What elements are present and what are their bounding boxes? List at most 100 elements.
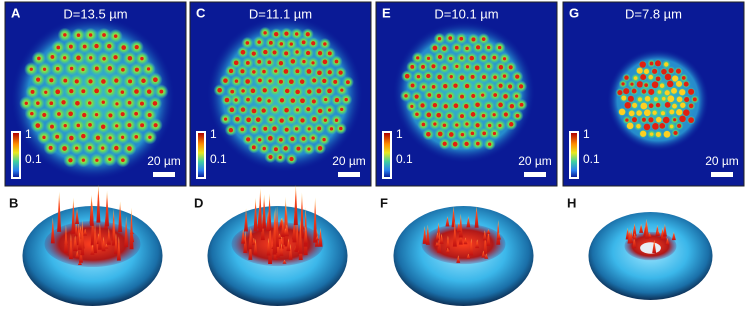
spot-core <box>498 102 503 108</box>
spot-core <box>442 46 447 51</box>
surface-peak <box>497 232 502 240</box>
spot-core <box>683 109 690 116</box>
spot-core <box>427 93 432 97</box>
spot-core <box>492 131 497 136</box>
spot-core <box>475 102 480 108</box>
spot-core <box>306 107 311 112</box>
spot-core <box>486 104 491 108</box>
image-panel: G D=7.8 µm 1 0.1 20 µm <box>562 1 745 187</box>
spot-core <box>306 69 312 74</box>
spot-core <box>681 75 686 80</box>
scale-bar-label: 20 µm <box>332 154 366 168</box>
spot-core <box>470 112 476 117</box>
spot-core <box>299 79 305 84</box>
spot-core <box>134 111 139 116</box>
spot-core <box>289 42 293 46</box>
surface-peak <box>632 233 637 240</box>
spot-core <box>334 59 339 64</box>
spot-core <box>69 89 74 94</box>
spot-core <box>453 103 459 109</box>
spot-core <box>442 65 447 70</box>
spot-core <box>30 111 34 116</box>
spot-core <box>627 95 634 102</box>
spot-core <box>302 59 306 64</box>
spot-core <box>305 50 311 56</box>
spot-core <box>442 123 447 128</box>
spot-core <box>655 102 661 108</box>
surface-peak <box>111 220 116 246</box>
spot-core <box>636 67 643 74</box>
spot-core <box>654 60 662 67</box>
spot-core <box>257 59 262 64</box>
spot-core <box>432 45 438 51</box>
surface-peak <box>437 231 442 253</box>
spot-core <box>115 124 119 128</box>
spot-core <box>139 101 144 106</box>
spot-core <box>471 37 476 42</box>
spot-core <box>447 113 452 119</box>
surface-peak <box>627 229 632 244</box>
spot-core <box>410 64 415 69</box>
spot-core <box>76 33 81 37</box>
spot-core <box>621 82 625 86</box>
surface-peak <box>292 212 297 243</box>
panel-label: A <box>11 5 21 20</box>
spot-core <box>459 36 464 41</box>
spot-core <box>107 66 113 71</box>
spot-core <box>240 127 245 132</box>
spot-core <box>470 74 475 79</box>
spot-core <box>74 79 79 84</box>
spot-core <box>69 135 74 141</box>
spot-core <box>664 73 672 81</box>
surface-peak <box>248 227 253 250</box>
surface-peak <box>105 190 110 227</box>
spot-core <box>449 74 453 79</box>
spot-core <box>453 83 458 88</box>
spot-core <box>307 147 311 151</box>
spot-core <box>251 51 256 56</box>
spot-core <box>278 155 282 160</box>
spot-core <box>88 123 92 127</box>
surface-peak <box>656 230 661 236</box>
surface-peak <box>258 187 263 232</box>
spot-core <box>679 89 686 96</box>
spot-core <box>36 101 40 105</box>
spot-core <box>437 131 443 137</box>
spot-core <box>618 108 626 116</box>
spot-core <box>692 97 697 102</box>
spot-core <box>657 90 662 94</box>
surface-peak <box>466 216 471 228</box>
spot-core <box>648 103 654 109</box>
spot-core <box>307 127 311 131</box>
spot-core <box>464 83 470 89</box>
spot-core <box>251 145 256 150</box>
spot-core <box>128 79 133 84</box>
spot-core <box>55 89 61 95</box>
surface-panel: D <box>194 184 348 306</box>
spot-core <box>241 89 245 93</box>
spot-core <box>289 79 294 85</box>
surface-peak <box>248 239 253 260</box>
spot-core <box>121 158 125 163</box>
spot-core <box>454 45 459 50</box>
spot-core <box>88 79 93 84</box>
spot-core <box>50 124 54 129</box>
spot-core <box>410 83 415 88</box>
spot-core <box>230 89 235 94</box>
spot-core <box>669 109 675 115</box>
surface-peak <box>50 217 55 244</box>
spot-core <box>235 117 240 122</box>
surface-peak <box>445 247 450 254</box>
spot-core <box>344 97 348 102</box>
surface-peak <box>293 184 298 226</box>
spot-core <box>87 101 92 105</box>
surface-panel: F <box>380 195 534 306</box>
spot-core <box>455 123 459 127</box>
colorbar-max-label: 1 <box>396 127 403 141</box>
spot-core <box>643 109 651 117</box>
spot-core <box>437 54 443 60</box>
spot-core <box>502 74 507 78</box>
spot-core <box>57 112 61 116</box>
spot-core <box>676 80 683 87</box>
surface-peak <box>303 226 308 245</box>
